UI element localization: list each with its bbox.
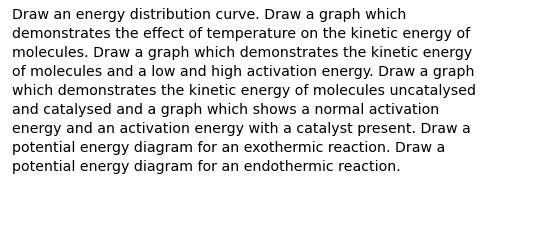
Text: Draw an energy distribution curve. Draw a graph which
demonstrates the effect of: Draw an energy distribution curve. Draw …	[12, 8, 477, 173]
